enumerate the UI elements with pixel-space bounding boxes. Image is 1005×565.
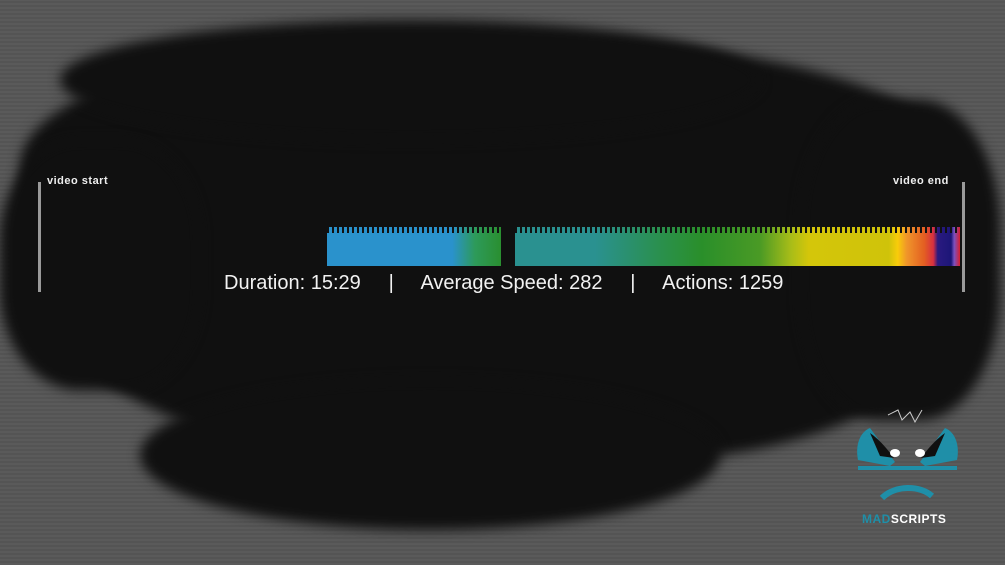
stats-line: Duration: 15:29 | Average Speed: 282 | A… [224, 272, 783, 295]
madscripts-logo [857, 409, 958, 501]
speed-bar-segment [515, 227, 960, 266]
speed-bar-segment [327, 227, 501, 266]
video-start-label: video start [47, 175, 109, 187]
background-blob [60, 20, 760, 140]
logo-text-mad: MAD [862, 512, 891, 526]
video-end-label: video end [893, 175, 949, 187]
video-end-marker [962, 182, 965, 292]
actions-count: Actions: 1259 [662, 272, 784, 294]
action-ticks [327, 227, 501, 233]
background-blob [0, 140, 200, 390]
background-blob [140, 380, 720, 530]
duration: Duration: 15:29 [224, 272, 361, 294]
separator: | [388, 272, 394, 294]
video-start-marker [38, 182, 41, 292]
logo-text-scripts: SCRIPTS [890, 512, 947, 526]
logo-text: MADSCRIPTS [862, 512, 946, 526]
action-ticks [515, 227, 960, 233]
average-speed: Average Speed: 282 [420, 272, 603, 294]
separator: | [630, 272, 636, 294]
